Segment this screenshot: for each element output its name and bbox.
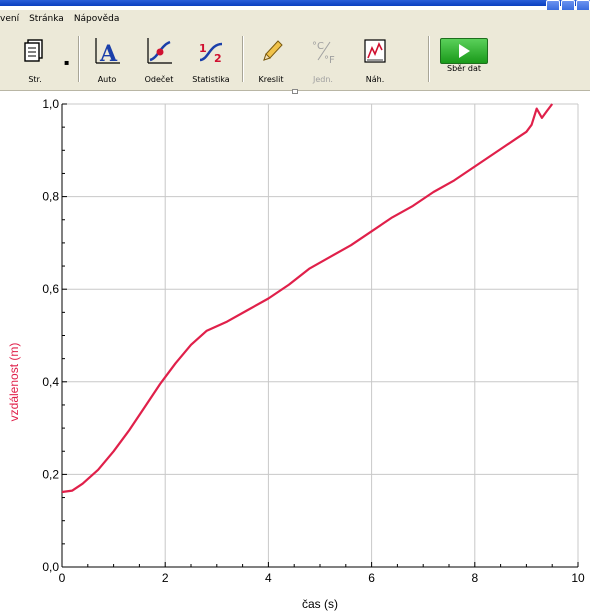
y-tick-label: 0,8 [42, 190, 59, 204]
toolbar: Str. ▪ A Auto Odečet 1 2 Statistika [0, 28, 590, 91]
pencil-icon [263, 40, 283, 61]
statistics-icon: 1 2 [199, 42, 223, 65]
menu-bar: vení Stránka Nápověda [0, 10, 590, 28]
view-label: Náh. [365, 75, 385, 84]
play-icon [459, 44, 470, 58]
units-label: Jedn. [313, 75, 333, 84]
y-tick-label: 0,2 [42, 467, 59, 481]
toolbar-separator [78, 36, 80, 82]
collect-green-button[interactable] [440, 38, 488, 64]
graph-view-icon [364, 39, 386, 63]
draw-button[interactable]: Kreslit [244, 34, 298, 86]
distance-time-graph: 0 2 4 6 8 10 0,0 0,2 0,4 0,6 0,8 1,0 čas (s) vzdále… [7, 97, 585, 611]
axes [61, 103, 579, 568]
resize-handle[interactable] [292, 89, 298, 94]
page-dropdown-arrow[interactable]: ▪ [64, 58, 70, 67]
units-button[interactable]: °C °F Jedn. [296, 34, 350, 86]
examine-icon [147, 38, 172, 64]
y-axis-label: vzdálenost (m) [7, 343, 21, 422]
collect-label: Sběr dat [446, 64, 482, 73]
x-tick-label: 4 [265, 571, 272, 585]
examine-button[interactable]: Odečet [132, 34, 186, 86]
toolbar-separator [242, 36, 244, 82]
series-distance [61, 103, 554, 494]
view-button[interactable]: Náh. [348, 34, 402, 86]
x-axis-label: čas (s) [302, 597, 338, 611]
menu-item-help[interactable]: Nápověda [73, 14, 120, 24]
page-icon [24, 39, 43, 62]
x-tick-label: 8 [471, 571, 478, 585]
series-line [61, 103, 554, 494]
temperature-units-icon: °C °F [312, 41, 335, 66]
x-tick-label: 2 [162, 571, 169, 585]
window-title-bar [0, 0, 590, 6]
page-button[interactable]: Str. [8, 34, 62, 86]
menu-item-view[interactable]: vení [0, 14, 20, 24]
examine-label: Odečet [144, 75, 174, 84]
y-tick-label: 1,0 [42, 97, 59, 111]
autoscale-label: Auto [97, 75, 117, 84]
svg-text:°C: °C [312, 41, 324, 52]
toolbar-separator [428, 36, 430, 82]
y-tick-label: 0,4 [42, 375, 59, 389]
y-tick-label: 0,6 [42, 282, 59, 296]
svg-text:1: 1 [199, 42, 207, 55]
x-tick-label: 0 [59, 571, 66, 585]
svg-text:2: 2 [214, 52, 222, 65]
svg-text:A: A [99, 41, 118, 66]
svg-text:°F: °F [324, 55, 335, 66]
grid [62, 103, 579, 567]
autoscale-button[interactable]: A Auto [80, 34, 134, 86]
autoscale-icon: A [95, 38, 120, 66]
page-button-label: Str. [28, 75, 42, 84]
y-tick-label: 0,0 [42, 560, 59, 574]
menu-item-page[interactable]: Stránka [29, 14, 64, 24]
statistics-label: Statistika [192, 75, 230, 84]
statistics-button[interactable]: 1 2 Statistika [184, 34, 238, 86]
tick-labels: 0 2 4 6 8 10 0,0 0,2 0,4 0,6 0,8 1,0 [42, 97, 585, 585]
draw-label: Kreslit [258, 75, 284, 84]
x-tick-label: 6 [368, 571, 375, 585]
x-tick-label: 10 [571, 571, 585, 585]
collect-button[interactable]: Sběr dat [436, 38, 492, 84]
